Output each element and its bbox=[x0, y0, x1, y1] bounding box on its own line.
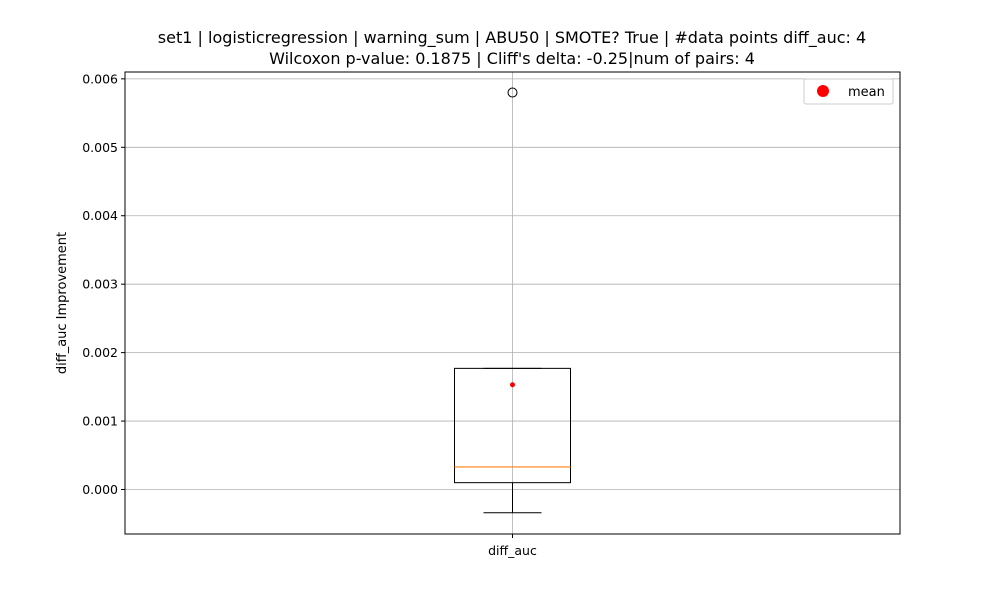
iqr-box bbox=[454, 367, 571, 484]
y-tick-label: 0.001 bbox=[82, 414, 118, 429]
legend-box bbox=[803, 78, 894, 105]
y-tick-label: 0.002 bbox=[82, 345, 118, 360]
chart-title-line-2: Wilcoxon p-value: 0.1875 | Cliff's delta… bbox=[269, 49, 755, 68]
y-tick-label: 0.006 bbox=[82, 71, 118, 86]
data-layer bbox=[454, 87, 571, 514]
y-tick-label: 0.005 bbox=[82, 140, 118, 155]
grid-layer bbox=[125, 72, 900, 534]
legend-mean-label: mean bbox=[848, 85, 885, 100]
y-tick-label: 0.000 bbox=[82, 482, 118, 497]
legend: mean bbox=[803, 78, 894, 105]
y-tick-label: 0.003 bbox=[82, 277, 118, 292]
y-tick-label: 0.004 bbox=[82, 208, 118, 223]
x-tick-label: diff_auc bbox=[488, 543, 537, 558]
y-axis-label: diff_auc Improvement bbox=[55, 232, 70, 374]
axis-layer: 0.000 0.001 0.002 0.003 0.004 0.005 0.006 diff_… bbox=[82, 71, 537, 558]
chart-title-line-1: set1 | logisticregression | warning_sum … bbox=[158, 28, 866, 48]
outlier-point bbox=[507, 87, 518, 98]
mean-marker bbox=[510, 382, 515, 388]
legend-mean-marker bbox=[817, 85, 829, 97]
